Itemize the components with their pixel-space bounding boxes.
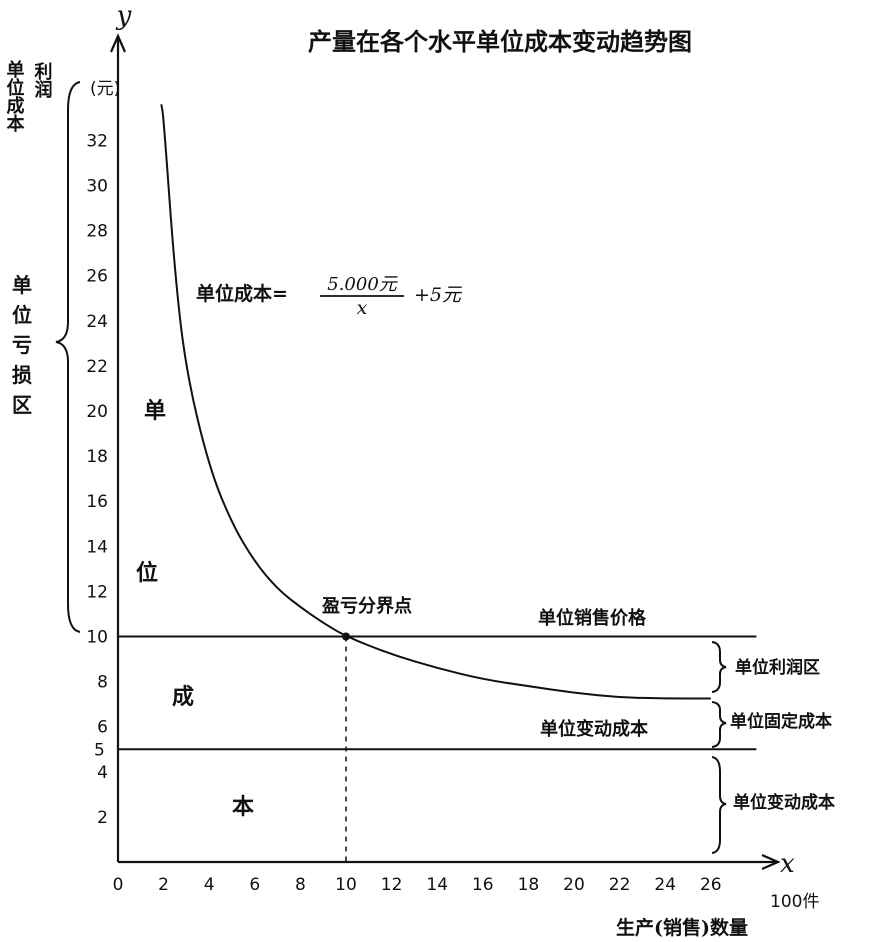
y-tick-label: 30: [86, 177, 108, 197]
y-label-text: 单位成本: [4, 59, 25, 133]
x-tick-label: 22: [609, 875, 631, 895]
x-tick-label: 12: [381, 875, 403, 895]
x-unit: 100件: [770, 892, 819, 912]
variable-cost-label: 单位变动成本: [733, 792, 835, 813]
y-label-profit-text: 利润: [32, 61, 53, 98]
y-axis-arrow: [109, 33, 127, 53]
chart-title: 产量在各个水平单位成本变动趋势图: [308, 27, 692, 56]
x-tick-label: 20: [563, 875, 585, 895]
x-axis-letter: x: [780, 849, 795, 879]
loss-zone-bracket: [55, 81, 81, 633]
profit-zone-bracket: [711, 641, 727, 693]
x-tick-label: 18: [518, 875, 540, 895]
y-tick-label: 12: [86, 582, 108, 602]
x-axis-arrow: [761, 853, 781, 871]
y-axis-label: 单位成本 利润: [4, 59, 53, 133]
unit-cost-formula: 单位成本= 5.000元 x +5元: [196, 274, 463, 319]
loss-zone-char: 单: [12, 273, 32, 297]
x-tick-label: 2: [158, 875, 169, 895]
y-tick-label: 2: [97, 808, 108, 828]
profit-zone-label: 单位利润区: [735, 657, 820, 678]
x-tick-label: 10: [335, 875, 357, 895]
y-tick-label: 24: [86, 312, 108, 332]
formula-rhs: +5元: [414, 284, 463, 306]
break-even-label: 盈亏分界点: [321, 595, 412, 617]
unit-cost-curve: [160, 104, 711, 700]
x-tick-label: 8: [295, 875, 306, 895]
y-tick-label: 32: [86, 131, 108, 151]
y-tick-label: 8: [97, 673, 108, 693]
y-tick-label: 28: [86, 222, 108, 242]
y-tick-label: 4: [97, 763, 108, 783]
unit-price-label: 单位销售价格: [538, 607, 647, 629]
loss-zone-char: 亏: [12, 333, 32, 357]
loss-zone-char: 区: [12, 393, 32, 417]
loss-zone-char: 损: [12, 363, 32, 387]
x-tick-label: 26: [700, 875, 722, 895]
x-tick-label: 0: [113, 875, 124, 895]
x-tick-label: 24: [654, 875, 676, 895]
formula-numerator: 5.000元: [327, 274, 399, 295]
region-char-1: 单: [144, 398, 166, 424]
y-tick-label: 14: [86, 537, 108, 557]
y-tick-label: 18: [86, 447, 108, 467]
formula-denominator: x: [357, 297, 368, 319]
y-tick-label: 6: [97, 718, 108, 738]
x-tick-label: 16: [472, 875, 494, 895]
unit-variable-cost-inner-label: 单位变动成本: [540, 718, 648, 740]
y-tick-label: 10: [86, 628, 108, 648]
loss-zone-char: 位: [12, 303, 32, 327]
x-tick-label: 14: [426, 875, 448, 895]
y-tick-label: 16: [86, 492, 108, 512]
x-axis-label: 生产(销售)数量: [616, 916, 748, 939]
variable-cost-bracket: [711, 756, 727, 854]
y-unit: (元): [90, 79, 120, 99]
x-tick-labels: 0 2 4 6 8 10 12 14 16 18 20 22 24 26: [113, 875, 722, 895]
x-tick-label: 6: [249, 875, 260, 895]
y-tick-label: 22: [86, 357, 108, 377]
y-tick-label: 5: [94, 740, 105, 760]
y-axis-letter: y: [116, 1, 132, 31]
region-char-4: 本: [232, 794, 254, 820]
break-even-point: [342, 632, 350, 641]
formula-lhs: 单位成本=: [196, 282, 288, 305]
x-tick-label: 4: [204, 875, 215, 895]
y-tick-label: 26: [86, 267, 108, 287]
axes: y x: [109, 1, 795, 879]
fixed-cost-label: 单位固定成本: [730, 711, 832, 732]
region-char-2: 位: [136, 560, 158, 586]
fixed-cost-bracket: [711, 701, 727, 748]
region-char-3: 成: [172, 684, 194, 710]
y-tick-label: 20: [86, 402, 108, 422]
